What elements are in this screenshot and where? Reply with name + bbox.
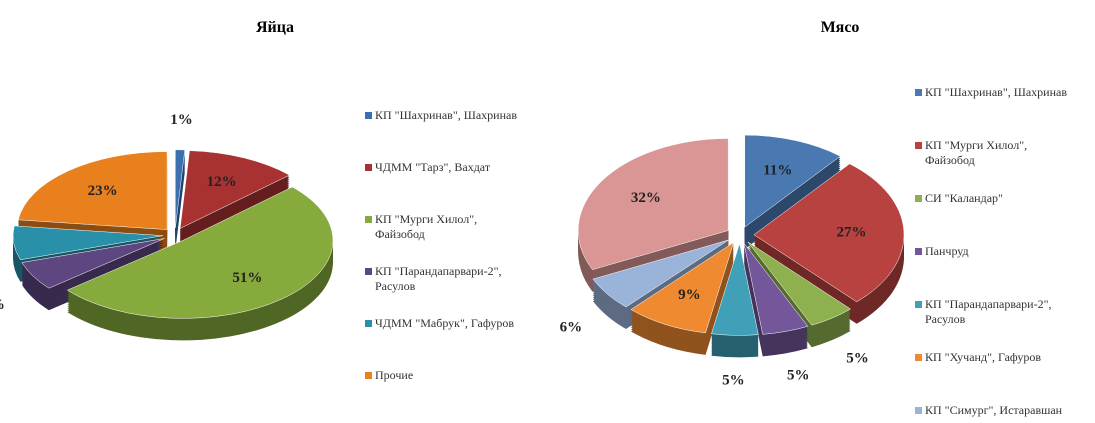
chart-title: Мясо [821, 19, 860, 36]
legend-label: ЧДММ "Мабрук", Гафуров [375, 316, 515, 330]
legend-label: ЧДММ "Тарз", Вахдат [375, 160, 491, 174]
legend-swatch [915, 89, 922, 96]
legend-label: КП "Парандапарвари-2", Расулов [375, 264, 502, 293]
legend-item: КП "Шахринав", Шахринав [365, 108, 525, 123]
legend-item: КП "Хучанд", Гафуров [915, 350, 1075, 365]
slice [21, 238, 165, 289]
legend-item: Прочие [365, 368, 525, 383]
legend-item: КП "Шахринав", Шахринав [915, 85, 1075, 100]
slice [743, 242, 809, 335]
chart-title: Яйца [256, 19, 294, 36]
legend-label: Прочие [375, 368, 414, 382]
data-label: 12% [207, 174, 237, 190]
legend-label: КП "Шахринав", Шахринав [375, 108, 518, 122]
data-label: 5% [722, 372, 745, 388]
legend-swatch [915, 248, 922, 255]
legend-swatch [365, 216, 372, 223]
data-label: 5% [787, 367, 810, 383]
legend-item: КП "Мурги Хилол", Файзобод [915, 138, 1075, 168]
slice [711, 243, 759, 336]
legend-label: КП "Хучанд", Гафуров [925, 350, 1042, 364]
data-label: 51% [232, 270, 262, 286]
data-label: 5% [846, 350, 869, 366]
legend-swatch [915, 301, 922, 308]
slice [747, 241, 852, 326]
legend-label: КП "Симург", Истаравшан [925, 403, 1063, 417]
legend-swatch [365, 320, 372, 327]
slice [744, 134, 841, 228]
legend-swatch [365, 268, 372, 275]
slice [753, 163, 905, 303]
legend-label: Панчруд [925, 244, 969, 258]
legend-swatch [915, 142, 922, 149]
legend-item: КП "Парандапарвари-2", Расулов [915, 297, 1075, 327]
data-label: 6% [560, 320, 583, 336]
legend-item: ЧДММ "Мабрук", Гафуров [365, 316, 525, 331]
legend-label: КП "Парандапарвари-2", Расулов [925, 297, 1052, 326]
legend-item: КП "Мурги Хилол", Файзобод [365, 212, 525, 242]
legend-swatch [915, 354, 922, 361]
slice [17, 151, 168, 230]
slice [592, 239, 729, 308]
data-label: 6% [0, 297, 5, 313]
legend-swatch [365, 164, 372, 171]
data-label: 27% [836, 224, 866, 240]
data-label: 11% [763, 162, 792, 178]
legend-label: КП "Шахринав", Шахринав [925, 85, 1068, 99]
legend-item: Панчруд [915, 244, 1075, 259]
data-label: 32% [631, 190, 661, 206]
legend-item: КП "Симург", Истаравшан [915, 403, 1075, 418]
slice [66, 186, 334, 319]
legend-label: КП "Мурги Хилол", Файзобод [925, 138, 1028, 167]
slice [630, 241, 735, 334]
legend-swatch [365, 372, 372, 379]
slice [175, 149, 186, 228]
legend-item: ЧДММ "Тарз", Вахдат [365, 160, 525, 175]
slice [179, 150, 290, 229]
legend-item: СИ "Каландар" [915, 191, 1075, 206]
legend-label: СИ "Каландар" [925, 191, 1003, 205]
slice [577, 138, 729, 270]
data-label: 23% [88, 183, 118, 199]
slice [12, 225, 164, 261]
legend-swatch [915, 195, 922, 202]
data-label: 9% [678, 287, 701, 303]
data-label: 1% [170, 112, 193, 128]
legend-swatch [365, 112, 372, 119]
legend-swatch [915, 407, 922, 414]
legend-label: КП "Мурги Хилол", Файзобод [375, 212, 478, 241]
legend-item: КП "Парандапарвари-2", Расулов [365, 264, 525, 294]
